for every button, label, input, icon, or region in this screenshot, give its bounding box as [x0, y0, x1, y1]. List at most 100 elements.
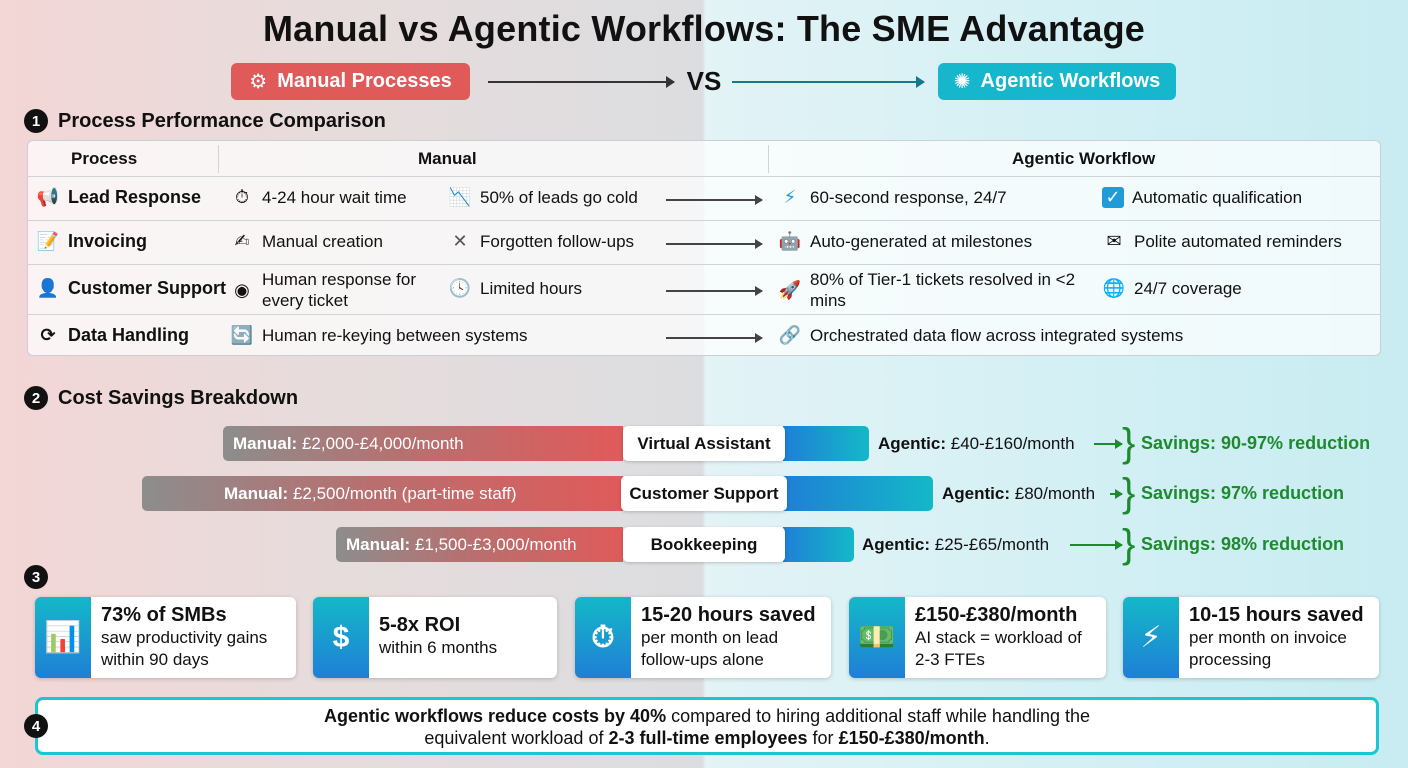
- agentic-cell: 80% of Tier-1 tickets resolved in <2 min…: [810, 270, 1076, 310]
- manual-cell: 50% of leads go cold: [480, 188, 638, 207]
- network-icon: ✺: [953, 71, 971, 93]
- row-arrow: [666, 195, 763, 205]
- money-bag-icon: $: [313, 597, 369, 678]
- stat-card: $ 5-8x ROI within 6 months: [313, 597, 557, 678]
- manual-cost-bar: Manual: £2,000-£4,000/month: [223, 426, 623, 461]
- section3-number: 3: [24, 565, 48, 589]
- cost-category: Virtual Assistant: [623, 426, 785, 461]
- checkbox-icon: ✓: [1102, 187, 1124, 208]
- manual-prefix: Manual:: [224, 483, 289, 503]
- megaphone-icon: 📢: [36, 187, 60, 207]
- agentic-cell: Auto-generated at milestones: [810, 232, 1033, 251]
- cash-icon: 💵: [849, 597, 905, 678]
- agentic-cost: Agentic: £25-£65/month: [862, 534, 1050, 554]
- sync-icon: 🔄: [230, 325, 254, 345]
- agentic-workflows-label: Agentic Workflows: [980, 70, 1161, 92]
- manual-processes-label: Manual Processes: [277, 70, 452, 92]
- row-arrow: [666, 239, 763, 249]
- savings-arrow: [1094, 439, 1123, 449]
- hand-gear-icon: ⚙: [249, 71, 268, 93]
- section2-heading: 2 Cost Savings Breakdown: [24, 386, 298, 410]
- clock-icon: 🕓: [448, 278, 472, 298]
- robot-icon: 🤖: [778, 231, 802, 251]
- cost-row: Manual: £2,500/month (part-time staff) C…: [0, 471, 1408, 515]
- cost-row: Manual: £1,500-£3,000/month Bookkeeping …: [0, 522, 1408, 566]
- stat-card: ⏱ 15-20 hours saved per month on lead fol…: [575, 597, 831, 678]
- manual-cost-bar: Manual: £1,500-£3,000/month: [336, 527, 623, 562]
- savings-text: Savings: 97% reduction: [1141, 483, 1345, 503]
- envelope-icon: ✉: [1106, 231, 1122, 251]
- manual-cell: Forgotten follow-ups: [480, 232, 635, 251]
- process-name: Lead Response: [68, 187, 202, 207]
- section2-title: Cost Savings Breakdown: [58, 386, 299, 409]
- stopwatch-icon: ⏱: [234, 187, 250, 207]
- stat-text: within 6 months: [379, 638, 498, 657]
- agentic-cost: Agentic: £40-£160/month: [878, 433, 1075, 453]
- stat-title: £150-£380/month: [915, 604, 1078, 626]
- agentic-workflows-badge: ✺ Agentic Workflows: [938, 63, 1176, 100]
- agentic-cell: Orchestrated data flow across integrated…: [810, 326, 1184, 345]
- manual-cost: £2,500/month (part-time staff): [292, 483, 517, 503]
- savings-arrow: [1070, 540, 1123, 550]
- manual-cost: £2,000-£4,000/month: [301, 433, 464, 453]
- agentic-cost-bar: [783, 426, 869, 461]
- rocket-icon: 🚀: [778, 279, 802, 300]
- chart-down-icon: 📉: [448, 187, 472, 207]
- manual-cell: Human re-keying between systems: [262, 326, 528, 345]
- stat-title: 73% of SMBs: [101, 604, 227, 626]
- section1-title: Process Performance Comparison: [58, 109, 386, 132]
- handwriting-icon: ✍: [234, 231, 250, 251]
- manual-prefix: Manual:: [233, 433, 298, 453]
- cost-category: Customer Support: [621, 476, 787, 511]
- comparison-table: Process Manual Agentic Workflow 📢 Lead Re…: [27, 140, 1381, 356]
- manual-cell: 4-24 hour wait time: [262, 188, 407, 207]
- section1-heading: 1 Process Performance Comparison: [24, 109, 386, 133]
- x-mark-icon: ✕: [452, 231, 468, 251]
- agentic-cell: 24/7 coverage: [1134, 279, 1242, 298]
- stat-title: 15-20 hours saved: [641, 604, 816, 626]
- process-name: Customer Support: [68, 278, 227, 298]
- process-name: Invoicing: [68, 231, 148, 251]
- vs-label: VS: [686, 66, 722, 96]
- manual-arrow: [488, 76, 675, 88]
- person-icon: 👤: [36, 278, 60, 298]
- header-manual: Manual: [418, 149, 477, 168]
- header-divider: [768, 145, 769, 173]
- lightning-icon: ⚡: [783, 187, 797, 207]
- link-icon: 🔗: [778, 325, 802, 345]
- stat-card: ⚡ 10-15 hours saved per month on invoice …: [1123, 597, 1379, 678]
- savings-arrow: [1110, 489, 1123, 499]
- savings-text: Savings: 98% reduction: [1141, 534, 1345, 554]
- manual-cost-bar: Manual: £2,500/month (part-time staff): [142, 476, 623, 511]
- cost-category: Bookkeeping: [623, 527, 785, 562]
- stat-text: AI stack = workload of 2-3 FTEs: [915, 628, 1082, 669]
- section1-number: 1: [24, 109, 48, 133]
- table-row: 📝 Invoicing ✍ Manual creation ✕ Forgotten f…: [28, 220, 1380, 264]
- header-agentic: Agentic Workflow: [1012, 149, 1156, 168]
- bar-chart-icon: 📊: [35, 597, 91, 678]
- agentic-cell: Automatic qualification: [1132, 188, 1303, 207]
- agentic-cost-bar: [783, 527, 854, 562]
- process-name: Data Handling: [68, 325, 190, 345]
- stat-text: per month on invoice processing: [1189, 628, 1347, 669]
- agentic-arrow: [732, 76, 925, 88]
- savings-text: Savings: 90-97% reduction: [1141, 433, 1371, 453]
- stopwatch-icon: ⏱: [575, 597, 631, 678]
- row-arrow: [666, 333, 763, 343]
- agentic-cost: Agentic: £80/month: [942, 483, 1096, 503]
- document-edit-icon: 📝: [36, 231, 60, 251]
- manual-cost: £1,500-£3,000/month: [414, 534, 577, 554]
- stat-text: saw productivity gains within 90 days: [101, 628, 268, 669]
- savings-brace: }: [1122, 471, 1136, 515]
- table-row: 📢 Lead Response ⏱ 4-24 hour wait time 📉 50%…: [28, 176, 1380, 220]
- user-circle-icon: ◉: [234, 279, 250, 300]
- header-process: Process: [71, 149, 138, 168]
- manual-prefix: Manual:: [346, 534, 411, 554]
- globe-icon: 🌐: [1102, 278, 1126, 298]
- header-divider: [218, 145, 219, 173]
- stat-card: 📊 73% of SMBs saw productivity gains with…: [35, 597, 296, 678]
- table-row: 👤 Customer Support ◉ Human response for ev…: [28, 264, 1380, 314]
- savings-brace: }: [1122, 522, 1136, 566]
- stat-text: per month on lead follow-ups alone: [641, 628, 779, 669]
- section2-number: 2: [24, 386, 48, 410]
